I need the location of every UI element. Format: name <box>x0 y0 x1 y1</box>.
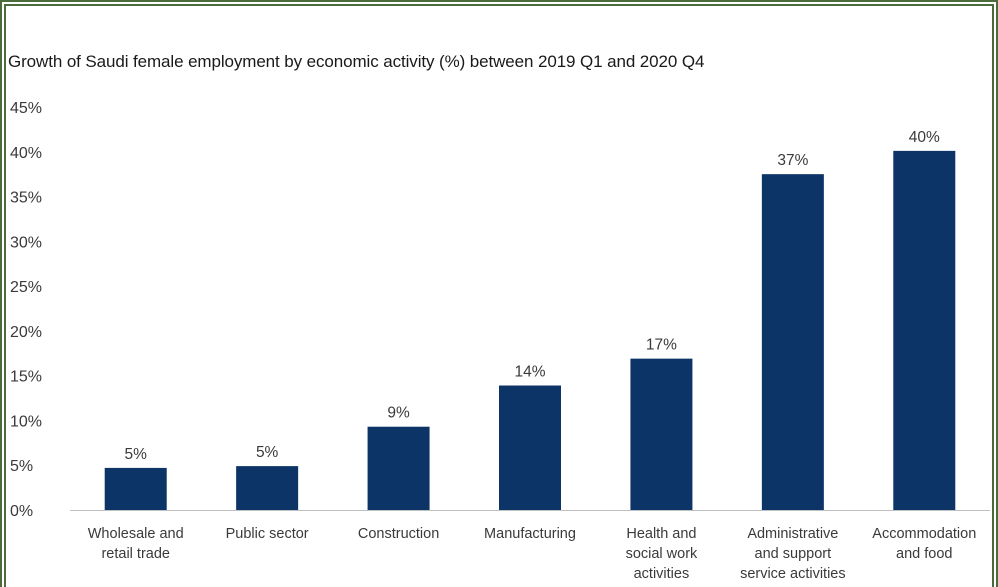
x-category-label-line: Construction <box>358 526 439 542</box>
x-category-label-line: retail trade <box>101 546 170 562</box>
bar <box>761 174 824 510</box>
x-category-label: Administrative and support service activit… <box>740 526 846 582</box>
x-category-label-line: and food <box>896 546 952 562</box>
bars <box>104 150 956 511</box>
value-labels: 5% 5% 9% 14% 17% 37% 40% <box>125 129 940 463</box>
frame-border-left <box>0 0 2 587</box>
x-category-label: Construction <box>358 526 439 542</box>
bar-value-label: 14% <box>514 364 545 381</box>
x-category-label-line: Accommodation <box>872 526 976 542</box>
frame-border-left-inner <box>4 4 6 587</box>
bar-value-label: 5% <box>256 444 279 461</box>
frame-border-top-inner <box>4 4 994 6</box>
bar-value-label: 9% <box>387 405 410 422</box>
bar <box>893 150 956 511</box>
x-category-label: Accommodation and food <box>872 526 976 562</box>
bar-value-label: 17% <box>646 337 677 354</box>
x-category-label-line: service activities <box>740 566 846 582</box>
category-labels: Wholesale and retail trade Public sector Co… <box>88 526 977 582</box>
frame-border-right <box>996 0 998 587</box>
y-tick-label: 30% <box>10 234 42 251</box>
y-tick-label: 5% <box>10 458 33 475</box>
x-category-label: Manufacturing <box>484 526 576 542</box>
bar-value-label: 5% <box>125 446 148 463</box>
y-axis-ticks: 0% 5% 10% 15% 20% 25% 30% 35% 40% 45% <box>10 100 42 520</box>
bar <box>367 426 430 510</box>
bar <box>499 385 561 510</box>
x-category-label-line: Manufacturing <box>484 526 576 542</box>
bar <box>236 466 299 510</box>
x-category-label: Public sector <box>226 526 309 542</box>
chart-title: Growth of Saudi female employment by eco… <box>8 52 705 71</box>
y-tick-label: 10% <box>10 413 42 430</box>
x-category-label-line: activities <box>634 566 690 582</box>
y-tick-label: 35% <box>10 190 42 207</box>
y-tick-label: 25% <box>10 279 42 296</box>
bar <box>630 358 693 510</box>
bar-value-label: 40% <box>909 129 940 146</box>
y-tick-label: 0% <box>10 503 33 520</box>
x-category-label-line: Administrative <box>747 526 838 542</box>
y-tick-label: 15% <box>10 369 42 386</box>
x-category-label-line: Wholesale and <box>88 526 184 542</box>
frame-border-top <box>0 0 998 2</box>
x-category-label-line: Health and <box>626 526 696 542</box>
x-category-label: Wholesale and retail trade <box>88 526 184 562</box>
frame-border-right-inner <box>992 4 994 587</box>
x-category-label-line: social work <box>626 546 698 562</box>
bar-value-label: 37% <box>777 152 808 169</box>
y-tick-label: 40% <box>10 145 42 162</box>
bar <box>104 467 167 510</box>
x-category-label: Health and social work activities <box>626 526 698 582</box>
y-tick-label: 20% <box>10 324 42 341</box>
x-category-label-line: and support <box>755 546 832 562</box>
y-tick-label: 45% <box>10 100 42 117</box>
x-category-label-line: Public sector <box>226 526 309 542</box>
